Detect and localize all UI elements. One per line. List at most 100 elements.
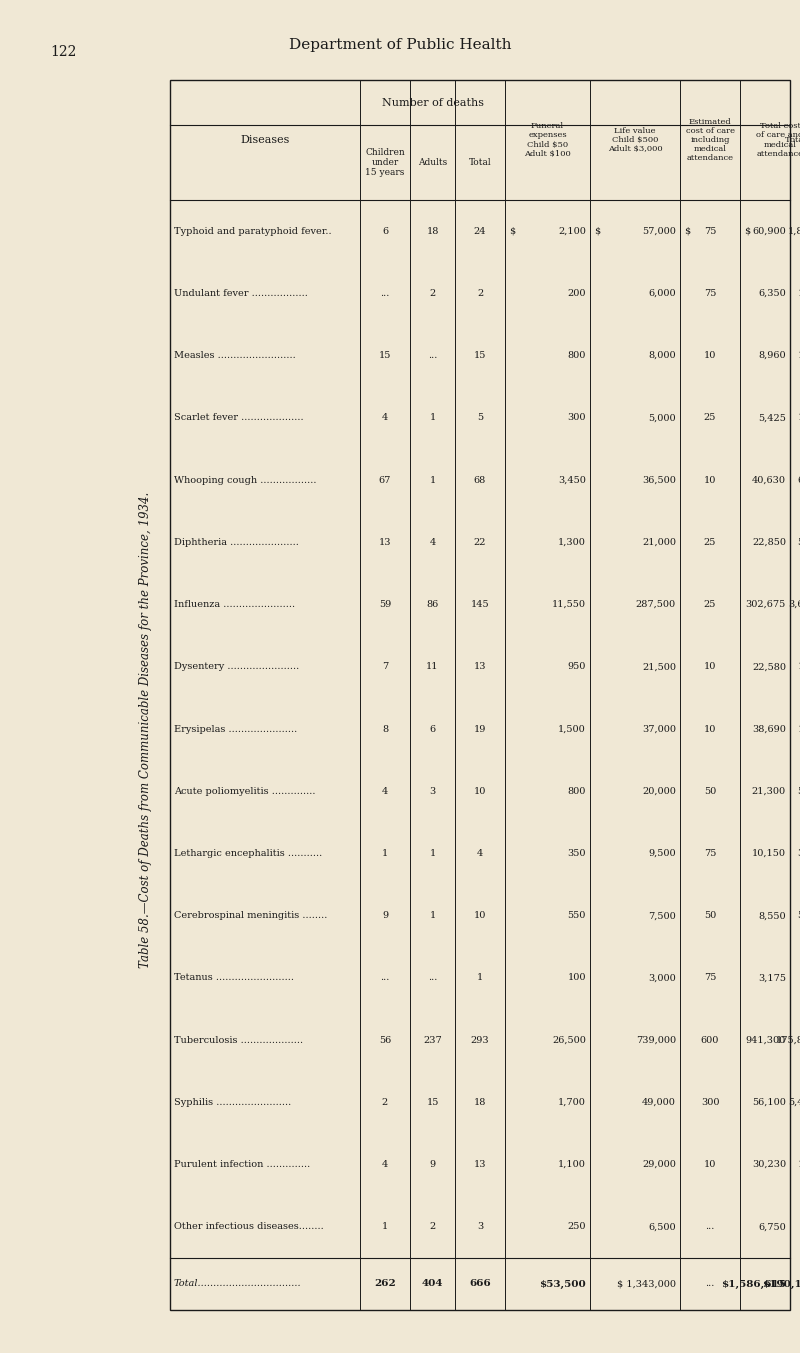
Text: 2: 2: [477, 288, 483, 298]
Text: 1,100: 1,100: [558, 1160, 586, 1169]
Text: ...: ...: [428, 350, 437, 360]
Text: Total cost: Total cost: [785, 137, 800, 143]
Text: 2,100: 2,100: [558, 226, 586, 235]
Text: 4: 4: [477, 848, 483, 858]
Text: 293: 293: [470, 1035, 490, 1045]
Text: 9,500: 9,500: [648, 848, 676, 858]
Text: 160: 160: [798, 350, 800, 360]
Text: 4: 4: [430, 537, 436, 547]
Text: 300: 300: [567, 413, 586, 422]
Text: 3: 3: [430, 786, 436, 796]
Text: $1,586,615: $1,586,615: [721, 1280, 786, 1288]
Text: 9: 9: [382, 911, 388, 920]
Text: 800: 800: [568, 350, 586, 360]
Text: 2: 2: [430, 1222, 436, 1231]
Text: Purulent infection ..............: Purulent infection ..............: [174, 1160, 310, 1169]
Text: 40,630: 40,630: [752, 475, 786, 484]
Text: 3,175: 3,175: [758, 973, 786, 982]
Text: 3,000: 3,000: [648, 973, 676, 982]
Text: 1,300: 1,300: [558, 537, 586, 547]
Text: 68: 68: [474, 475, 486, 484]
Text: Undulant fever ..................: Undulant fever ..................: [174, 288, 308, 298]
Text: 1: 1: [430, 911, 436, 920]
Text: 18: 18: [426, 226, 438, 235]
Text: 500: 500: [798, 786, 800, 796]
Text: 8,000: 8,000: [648, 350, 676, 360]
Text: 1,800: 1,800: [788, 226, 800, 235]
Text: 4: 4: [382, 413, 388, 422]
Text: 3,450: 3,450: [558, 475, 586, 484]
Text: 8: 8: [382, 724, 388, 733]
Text: Number of deaths: Number of deaths: [382, 97, 483, 107]
Text: 6: 6: [430, 724, 435, 733]
Text: 13: 13: [474, 662, 486, 671]
Text: 5,425: 5,425: [758, 413, 786, 422]
Text: Funeral
expenses
Child $50
Adult $100: Funeral expenses Child $50 Adult $100: [524, 122, 571, 158]
Text: 60,900: 60,900: [752, 226, 786, 235]
Text: 237: 237: [423, 1035, 442, 1045]
Text: 50: 50: [704, 911, 716, 920]
Text: 10: 10: [704, 724, 716, 733]
Text: 50: 50: [704, 786, 716, 796]
Text: 941,300: 941,300: [746, 1035, 786, 1045]
Text: 300: 300: [798, 848, 800, 858]
Text: 10,150: 10,150: [752, 848, 786, 858]
Text: 7,500: 7,500: [648, 911, 676, 920]
Text: 500: 500: [798, 911, 800, 920]
Text: 25: 25: [704, 537, 716, 547]
Text: 11: 11: [426, 662, 438, 671]
Text: 29,000: 29,000: [642, 1160, 676, 1169]
Text: 190: 190: [798, 724, 800, 733]
Text: Total: Total: [469, 158, 491, 166]
Text: 666: 666: [469, 1280, 491, 1288]
Text: Other infectious diseases........: Other infectious diseases........: [174, 1222, 324, 1231]
Text: Diphtheria ......................: Diphtheria ......................: [174, 537, 299, 547]
Text: 3,625: 3,625: [788, 599, 800, 609]
Text: 22,850: 22,850: [752, 537, 786, 547]
Text: 22: 22: [474, 537, 486, 547]
Text: 15: 15: [474, 350, 486, 360]
Text: Diseases: Diseases: [240, 135, 290, 145]
Text: 10: 10: [704, 662, 716, 671]
Text: $190,115: $190,115: [762, 1280, 800, 1288]
Text: $: $: [509, 226, 515, 235]
Text: Tetanus .........................: Tetanus .........................: [174, 973, 294, 982]
Text: 950: 950: [568, 662, 586, 671]
Text: Life value
Child $500
Adult $3,000: Life value Child $500 Adult $3,000: [608, 127, 662, 153]
Text: 550: 550: [568, 911, 586, 920]
Text: 6,000: 6,000: [648, 288, 676, 298]
Text: 550: 550: [798, 537, 800, 547]
Text: Whooping cough ..................: Whooping cough ..................: [174, 475, 317, 484]
Text: 287,500: 287,500: [636, 599, 676, 609]
Text: 125: 125: [798, 413, 800, 422]
Text: 13: 13: [474, 1160, 486, 1169]
Text: Department of Public Health: Department of Public Health: [289, 38, 511, 51]
Text: 30,230: 30,230: [752, 1160, 786, 1169]
Text: 38,690: 38,690: [752, 724, 786, 733]
Text: 75: 75: [704, 288, 716, 298]
Text: Total.................................: Total.................................: [174, 1280, 302, 1288]
Text: 59: 59: [379, 599, 391, 609]
Text: 75: 75: [704, 848, 716, 858]
Bar: [170, 80, 790, 1310]
Text: 122: 122: [50, 45, 76, 60]
Text: 150: 150: [798, 288, 800, 298]
Text: 404: 404: [422, 1280, 443, 1288]
Text: $: $: [744, 226, 750, 235]
Text: ...: ...: [706, 1280, 714, 1288]
Text: 1: 1: [382, 848, 388, 858]
Text: 175,800: 175,800: [776, 1035, 800, 1045]
Text: 15: 15: [426, 1097, 438, 1107]
Text: Typhoid and paratyphoid fever..: Typhoid and paratyphoid fever..: [174, 226, 332, 235]
Text: 6,750: 6,750: [758, 1222, 786, 1231]
Text: 10: 10: [474, 911, 486, 920]
Text: 75: 75: [704, 226, 716, 235]
Text: Lethargic encephalitis ...........: Lethargic encephalitis ...........: [174, 848, 322, 858]
Text: Children
under
15 years: Children under 15 years: [365, 147, 405, 177]
Text: 300: 300: [701, 1097, 719, 1107]
Text: 75: 75: [704, 973, 716, 982]
Text: $53,500: $53,500: [539, 1280, 586, 1288]
Text: 10: 10: [704, 475, 716, 484]
Text: 800: 800: [568, 786, 586, 796]
Text: 21,000: 21,000: [642, 537, 676, 547]
